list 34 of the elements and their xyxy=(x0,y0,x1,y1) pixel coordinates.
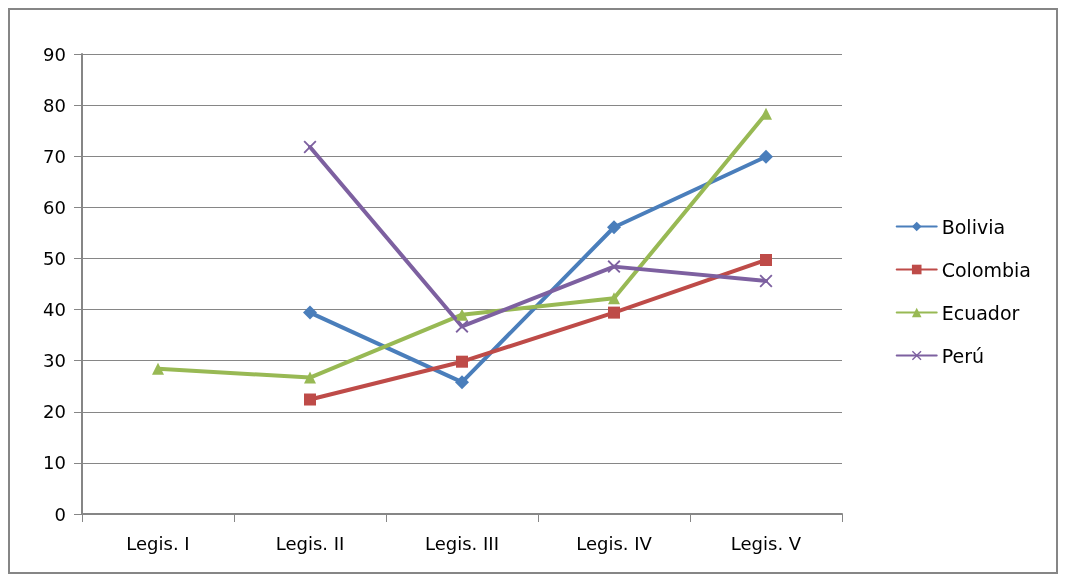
point xyxy=(760,107,772,120)
point xyxy=(760,253,772,266)
point xyxy=(608,306,620,319)
legend-label: Ecuador xyxy=(941,301,1020,324)
legend-label: Colombia xyxy=(941,258,1032,281)
y-tick-label: 0 xyxy=(54,503,66,525)
legend-label: Perú xyxy=(941,344,985,367)
y-tick-label: 40 xyxy=(43,299,66,321)
point xyxy=(304,371,316,384)
y-tick-label: 80 xyxy=(43,94,66,116)
y-tick-label: 70 xyxy=(43,145,66,167)
y-tick-label: 60 xyxy=(43,196,66,218)
point xyxy=(303,305,317,320)
point xyxy=(303,140,317,154)
point xyxy=(759,149,773,164)
point xyxy=(455,375,469,390)
y-tick-label: 30 xyxy=(43,350,66,372)
x-tick-label: Legis. III xyxy=(425,532,499,554)
x-tick-label: Legis. II xyxy=(275,532,345,554)
legend-label: Bolivia xyxy=(941,215,1006,238)
x-tick-label: Legis. IV xyxy=(576,532,653,554)
point xyxy=(456,355,468,368)
y-tick-label: 90 xyxy=(43,43,66,65)
point xyxy=(607,220,621,235)
point xyxy=(304,393,316,406)
point xyxy=(456,308,468,321)
y-tick-label: 20 xyxy=(43,401,66,423)
x-tick-label: Legis. I xyxy=(126,532,190,554)
point xyxy=(759,274,773,288)
x-tick-label: Legis. V xyxy=(730,532,802,554)
y-tick-label: 50 xyxy=(43,247,66,269)
point xyxy=(608,292,620,305)
y-tick-label: 10 xyxy=(43,452,66,474)
point xyxy=(152,362,164,375)
